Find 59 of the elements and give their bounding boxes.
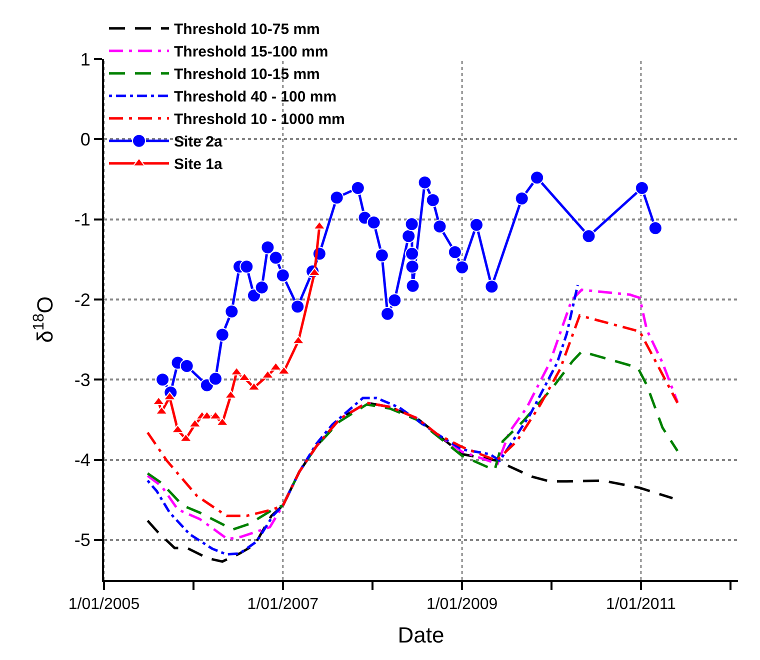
y-tick-label: -1 bbox=[74, 210, 90, 230]
point bbox=[330, 190, 344, 205]
y-tick-label: -3 bbox=[74, 370, 90, 390]
line-series bbox=[146, 350, 679, 531]
point bbox=[448, 245, 462, 260]
y-tick-label: -5 bbox=[74, 530, 90, 550]
line-series bbox=[146, 314, 679, 518]
line-series bbox=[146, 402, 674, 563]
point bbox=[224, 304, 239, 318]
point bbox=[350, 181, 365, 196]
point bbox=[470, 218, 484, 232]
point bbox=[406, 278, 420, 293]
point bbox=[215, 328, 230, 342]
x-tick-label: 1/01/2007 bbox=[247, 596, 319, 614]
legend-label: Site 1a bbox=[174, 156, 224, 174]
x-tick-label: 1/01/2005 bbox=[68, 596, 140, 614]
point bbox=[208, 372, 223, 386]
point bbox=[514, 191, 529, 206]
point bbox=[648, 221, 662, 236]
point bbox=[268, 250, 283, 265]
y-tick-label: 1 bbox=[80, 49, 90, 70]
point bbox=[432, 220, 447, 234]
x-axis-title: Date bbox=[398, 622, 444, 648]
point bbox=[404, 217, 419, 232]
point bbox=[634, 181, 649, 196]
point bbox=[290, 300, 305, 314]
point bbox=[254, 280, 269, 294]
point bbox=[374, 248, 389, 262]
point bbox=[582, 229, 596, 244]
legend-label: Threshold 40 - 100 mm bbox=[174, 88, 337, 106]
x-tick-label: 1/01/2009 bbox=[426, 596, 498, 614]
point bbox=[366, 216, 381, 230]
point bbox=[402, 229, 416, 244]
point bbox=[276, 268, 290, 282]
point bbox=[426, 193, 440, 208]
legend-label: Threshold 15-100 mm bbox=[174, 44, 328, 61]
point bbox=[380, 306, 395, 321]
legend-label: Threshold 10 - 1000 mm bbox=[174, 111, 345, 128]
line-series bbox=[146, 284, 579, 556]
point bbox=[156, 372, 170, 387]
point bbox=[405, 246, 420, 261]
point bbox=[418, 175, 432, 190]
point bbox=[240, 260, 254, 274]
y-tick-label: -4 bbox=[74, 450, 90, 470]
point bbox=[455, 260, 470, 274]
x-tick-label: 1/01/2011 bbox=[606, 596, 676, 614]
point bbox=[260, 240, 275, 254]
point bbox=[530, 170, 544, 185]
line-series bbox=[146, 288, 679, 540]
y-tick-label: 0 bbox=[80, 129, 90, 150]
point bbox=[405, 260, 420, 274]
point bbox=[180, 358, 194, 373]
legend-label: Site 2a bbox=[174, 134, 224, 151]
y-tick-label: -2 bbox=[74, 290, 90, 310]
point bbox=[246, 288, 261, 302]
point bbox=[388, 293, 402, 308]
legend-label: Threshold 10-75 mm bbox=[174, 21, 320, 38]
legend-label: Threshold 10-15 mm bbox=[174, 66, 320, 84]
point bbox=[484, 280, 499, 294]
